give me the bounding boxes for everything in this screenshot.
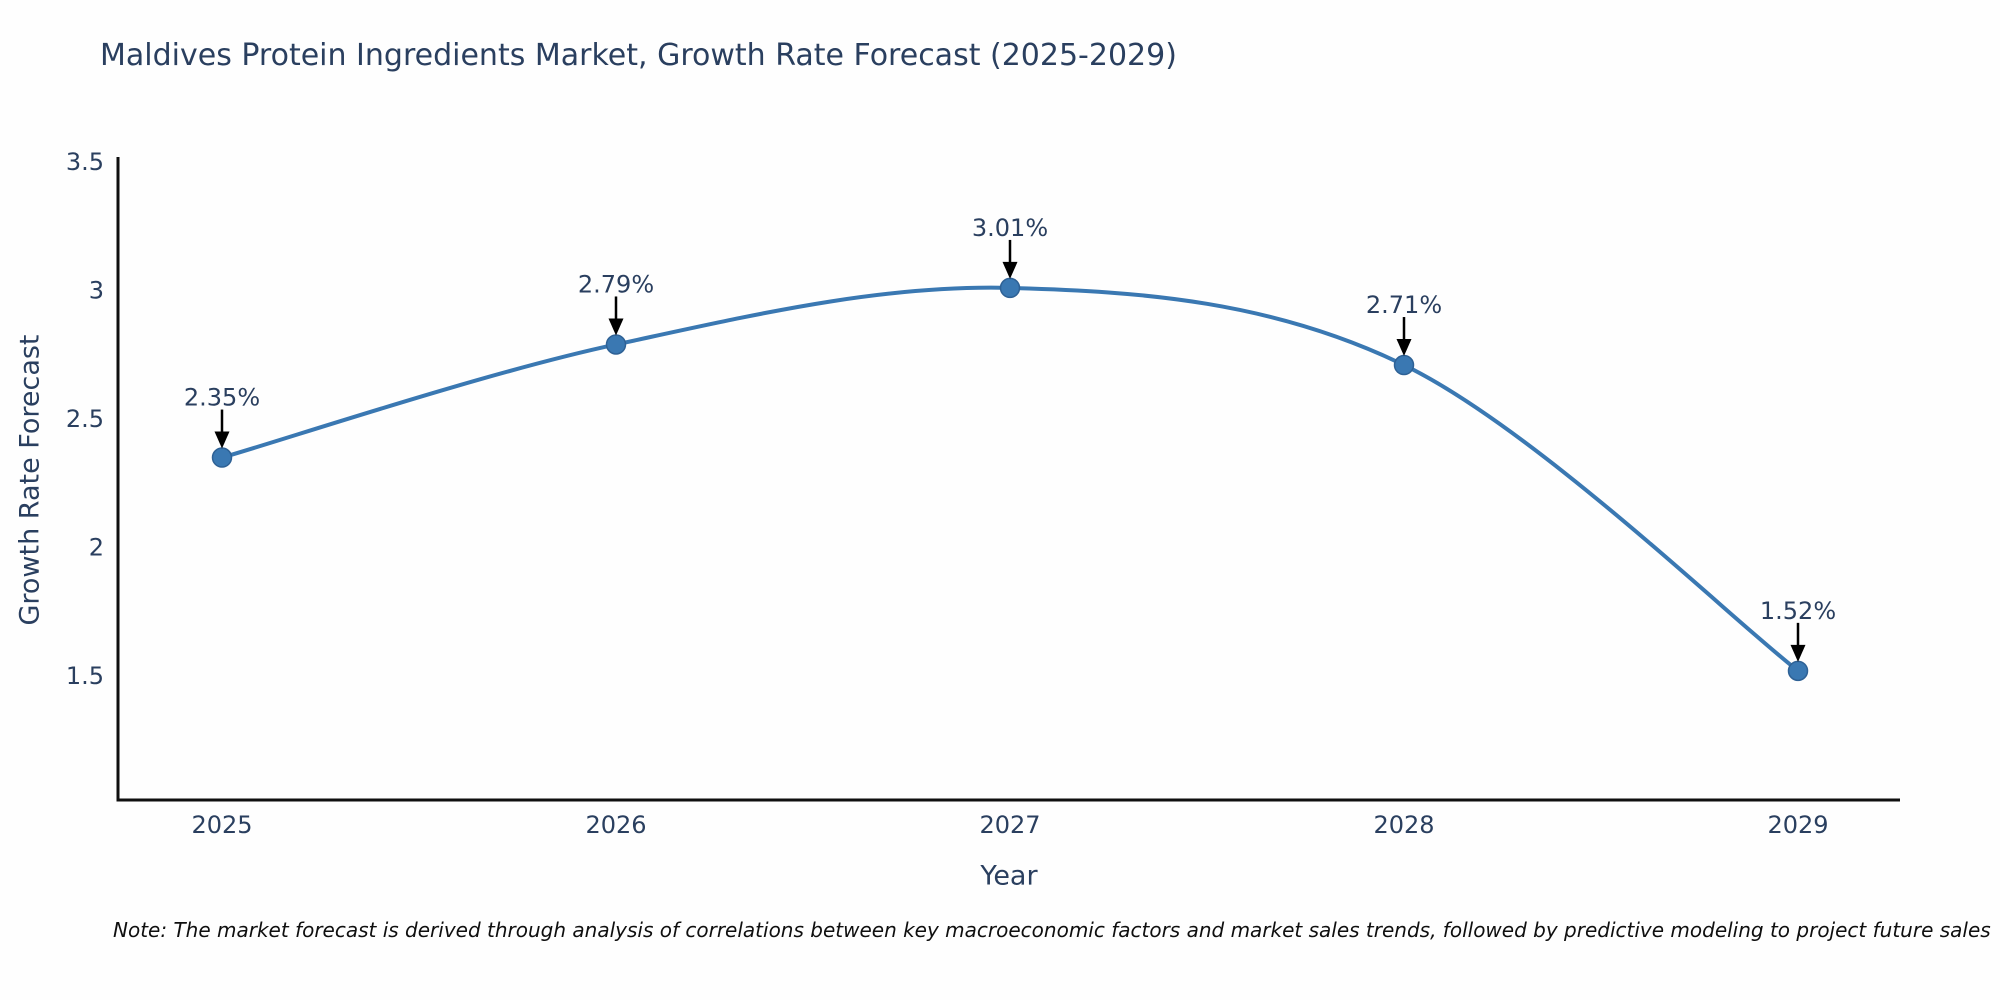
data-point-marker — [999, 277, 1021, 299]
data-point-marker — [211, 447, 233, 468]
annotation-label: 3.01% — [972, 214, 1048, 242]
annotation-arrow-head — [1396, 339, 1412, 357]
annotation-label: 2.79% — [578, 270, 654, 298]
annotation-label: 2.71% — [1366, 291, 1442, 319]
y-tick-label: 3.5 — [66, 148, 104, 176]
y-tick-label: 3 — [89, 277, 104, 305]
x-tick-label: 2025 — [191, 811, 252, 839]
forecast-line — [221, 285, 1800, 673]
annotation-arrow-head — [1790, 644, 1806, 662]
x-axis-title: Year — [980, 860, 1038, 892]
chart-title: Maldives Protein Ingredients Market, Gro… — [100, 38, 1177, 73]
y-axis-title: Growth Rate Forecast — [14, 334, 46, 626]
annotation-label: 1.52% — [1760, 597, 1836, 625]
x-tick-label: 2026 — [585, 811, 646, 839]
data-point-marker — [605, 334, 627, 355]
data-point-marker — [1787, 660, 1809, 682]
y-tick-label: 2 — [89, 534, 104, 562]
annotation-arrow-head — [608, 318, 624, 336]
annotation-arrow-head — [1002, 261, 1018, 279]
annotation-arrow-head — [214, 431, 230, 449]
annotation-label: 2.35% — [184, 384, 260, 412]
x-tick-label: 2027 — [979, 811, 1040, 839]
data-point-marker — [1393, 354, 1415, 376]
x-tick-label: 2028 — [1373, 811, 1434, 839]
y-tick-label: 1.5 — [66, 662, 104, 690]
y-tick-label: 2.5 — [66, 405, 104, 433]
x-tick-label: 2029 — [1767, 811, 1828, 839]
footnote: Note: The market forecast is derived thr… — [113, 918, 1991, 942]
